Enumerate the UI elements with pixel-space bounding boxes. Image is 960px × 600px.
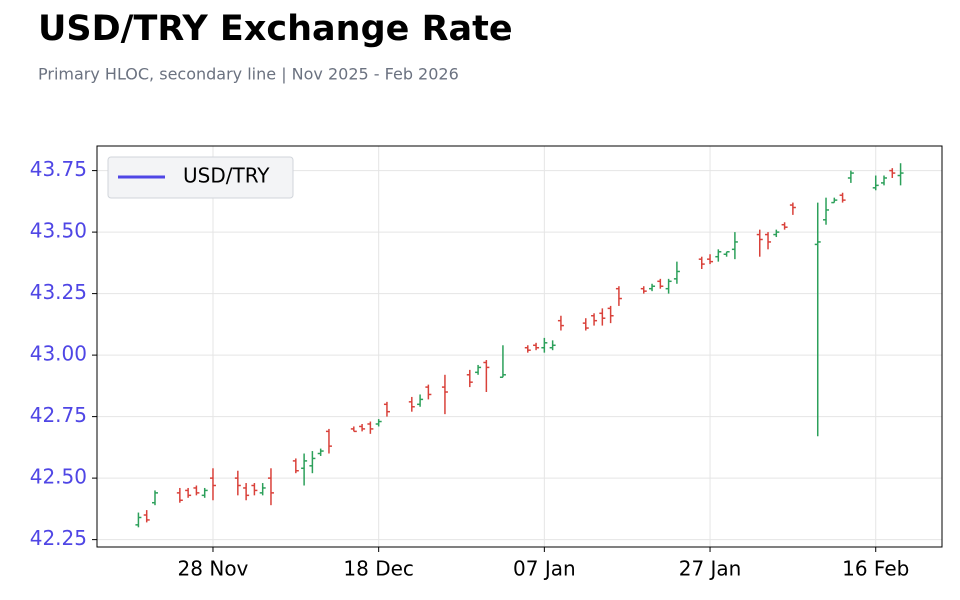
y-tick-label: 43.50 bbox=[30, 219, 87, 243]
y-tick-label: 42.25 bbox=[30, 526, 87, 550]
legend-label: USD/TRY bbox=[183, 164, 270, 188]
plot-frame bbox=[96, 145, 943, 548]
y-tick-label: 43.25 bbox=[30, 280, 87, 304]
y-tick-label: 42.75 bbox=[30, 403, 87, 427]
x-tick-label: 16 Feb bbox=[842, 557, 909, 581]
legend-box bbox=[107, 156, 294, 199]
chart-title: USD/TRY Exchange Rate bbox=[38, 9, 513, 49]
y-tick-label: 43.75 bbox=[30, 157, 87, 181]
x-tick-label: 07 Jan bbox=[513, 557, 576, 581]
y-tick-label: 42.50 bbox=[30, 465, 87, 489]
x-tick-label: 27 Jan bbox=[679, 557, 742, 581]
chart-subtitle: Primary HLOC, secondary line | Nov 2025 … bbox=[38, 65, 459, 84]
x-tick-label: 18 Dec bbox=[343, 557, 414, 581]
y-tick-label: 43.00 bbox=[30, 342, 87, 366]
x-tick-label: 28 Nov bbox=[178, 557, 249, 581]
